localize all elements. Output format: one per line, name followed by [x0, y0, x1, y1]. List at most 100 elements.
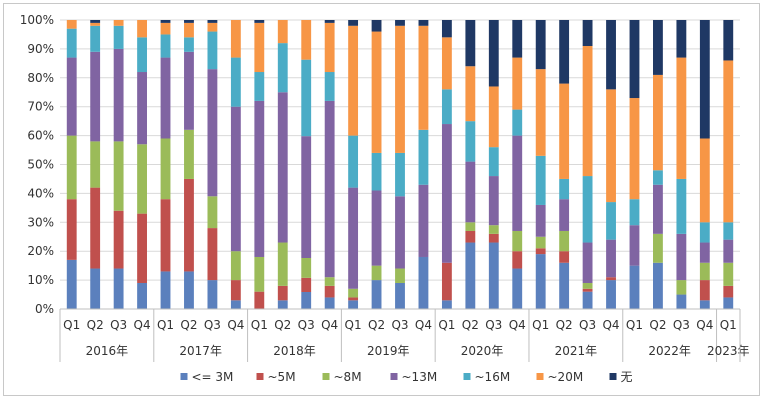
- year-group-label: 2017年: [179, 344, 222, 358]
- bar-segment: [723, 262, 734, 286]
- bar-segment: [395, 20, 405, 26]
- bar-segment: [653, 20, 663, 75]
- bar-segment: [371, 152, 382, 191]
- bar-segment: [465, 20, 476, 67]
- bar-segment: [699, 262, 710, 281]
- legend-label: 无: [621, 370, 633, 384]
- bar-segment: [606, 280, 616, 309]
- bar-segment: [301, 136, 312, 258]
- bar-segment: [207, 280, 218, 309]
- bar-segment: [90, 22, 101, 26]
- bar-segment: [512, 57, 523, 110]
- bar-segment: [465, 242, 476, 309]
- bar-segment: [66, 28, 77, 58]
- x-tick-label: Q4: [509, 318, 526, 332]
- legend-layer: <= 3M ~5M ~8M ~13M ~16M ~20M 无: [180, 370, 633, 384]
- bar-segment: [230, 300, 241, 309]
- bar-segment: [371, 31, 382, 153]
- y-tick-label: 90%: [27, 42, 54, 56]
- bar-segment: [348, 25, 359, 136]
- bar-segment: [465, 161, 476, 223]
- bar-segment: [512, 251, 523, 269]
- bar-segment: [230, 251, 241, 281]
- legend-label: ~5M: [268, 370, 296, 384]
- x-tick-label: Q2: [556, 318, 573, 332]
- x-tick-label: Q3: [391, 318, 408, 332]
- bar-segment: [348, 135, 359, 188]
- bar-segment: [113, 210, 124, 269]
- y-tick-label: 100%: [20, 13, 54, 27]
- bar-segment: [137, 144, 147, 214]
- bar-segment: [348, 300, 359, 309]
- bar-segment: [301, 292, 312, 309]
- x-tick-label: Q3: [110, 318, 127, 332]
- x-tick-label: Q2: [180, 318, 197, 332]
- bar-segment: [441, 300, 452, 309]
- bar-segment: [137, 37, 147, 73]
- x-tick-label: Q1: [438, 318, 455, 332]
- x-tick-label: Q3: [579, 318, 596, 332]
- bar-segment: [395, 268, 405, 283]
- bar-segment: [723, 222, 734, 240]
- legend-swatch: [536, 373, 544, 380]
- x-tick-label: Q2: [649, 318, 666, 332]
- bar-segment: [465, 230, 476, 243]
- bar-segment: [676, 233, 687, 281]
- bar-segment: [254, 72, 265, 101]
- bar-segment: [582, 176, 593, 243]
- bar-segment: [184, 20, 194, 23]
- y-tick-label: 10%: [27, 273, 54, 287]
- bar-segment: [137, 72, 147, 145]
- bar-segment: [512, 20, 523, 58]
- bar-segment: [582, 20, 593, 47]
- bar-segment: [113, 268, 124, 309]
- bar-segment: [254, 22, 265, 73]
- bar-segment: [582, 291, 593, 309]
- bar-segment: [653, 262, 663, 309]
- bar-segment: [488, 225, 499, 234]
- bar-segment: [441, 262, 452, 301]
- bar-segment: [207, 196, 218, 229]
- bar-segment: [277, 92, 288, 243]
- legend-swatch: [256, 373, 264, 380]
- bar-segment: [418, 25, 429, 130]
- bar-segment: [723, 297, 734, 309]
- bar-segment: [488, 242, 499, 309]
- bar-segment: [629, 225, 640, 266]
- bar-segment: [559, 262, 570, 309]
- bar-segment: [113, 25, 124, 49]
- bar-segment: [629, 20, 640, 99]
- bar-segment: [699, 138, 710, 223]
- bar-segment: [535, 204, 546, 237]
- y-tick-label: 60%: [27, 129, 54, 143]
- bar-segment: [559, 83, 570, 179]
- y-tick-label: 70%: [27, 100, 54, 114]
- bar-segment: [676, 57, 687, 179]
- x-tick-label: Q3: [298, 318, 315, 332]
- bar-segment: [559, 251, 570, 263]
- bar-segment: [606, 239, 616, 278]
- bar-segment: [371, 20, 382, 32]
- bar-segment: [676, 280, 687, 295]
- legend-swatch: [390, 373, 398, 380]
- legend-label: ~20M: [548, 370, 584, 384]
- bar-segment: [207, 228, 218, 281]
- y-tick-label: 0%: [35, 302, 54, 316]
- bar-segment: [512, 135, 523, 231]
- bar-segment: [66, 57, 77, 136]
- bar-segment: [395, 282, 405, 309]
- bar-segment: [512, 109, 523, 136]
- bar-segment: [90, 25, 101, 52]
- bar-segment: [137, 213, 147, 283]
- y-tick-label: 80%: [27, 71, 54, 85]
- bar-segment: [324, 20, 335, 23]
- bar-segment: [324, 285, 335, 298]
- bar-segment: [113, 48, 124, 142]
- bar-segment: [606, 277, 616, 281]
- legend-label: ~16M: [475, 370, 511, 384]
- bar-segment: [676, 294, 687, 309]
- bar-segment: [348, 297, 359, 301]
- bar-segment: [90, 187, 101, 269]
- bar-segment: [441, 20, 452, 38]
- bar-segment: [441, 124, 452, 263]
